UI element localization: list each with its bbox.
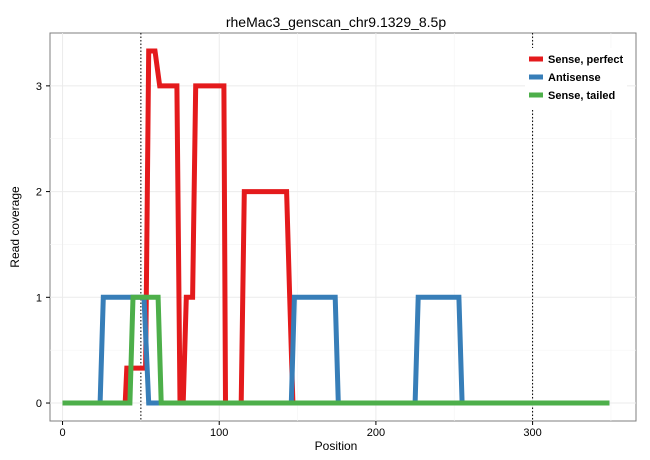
chart-title: rheMac3_genscan_chr9.1329_8.5p xyxy=(226,14,446,30)
legend-label: Sense, tailed xyxy=(548,90,615,102)
legend-label: Antisense xyxy=(548,72,601,84)
legend: Sense, perfect Antisense Sense, tailed xyxy=(525,48,627,110)
series-layer xyxy=(62,48,610,406)
x-axis-label: Position xyxy=(315,439,358,453)
series-line-3 xyxy=(62,294,610,406)
y-tick-label: 3 xyxy=(36,81,42,93)
x-tick-label: 200 xyxy=(367,427,385,439)
y-axis-label: Read coverage xyxy=(8,186,22,268)
reference-lines xyxy=(140,33,534,421)
y-tick-label: 0 xyxy=(36,398,42,410)
legend-label: Sense, perfect xyxy=(548,54,624,66)
x-tick-label: 300 xyxy=(523,427,541,439)
series-line-1 xyxy=(62,48,610,406)
axis-ticks: 0 100 200 300 0 1 2 3 xyxy=(36,81,542,439)
x-tick-label: 100 xyxy=(210,427,228,439)
series-line-2 xyxy=(62,294,610,406)
y-tick-label: 2 xyxy=(36,187,42,199)
x-tick-label: 0 xyxy=(59,427,65,439)
y-tick-label: 1 xyxy=(36,292,42,304)
